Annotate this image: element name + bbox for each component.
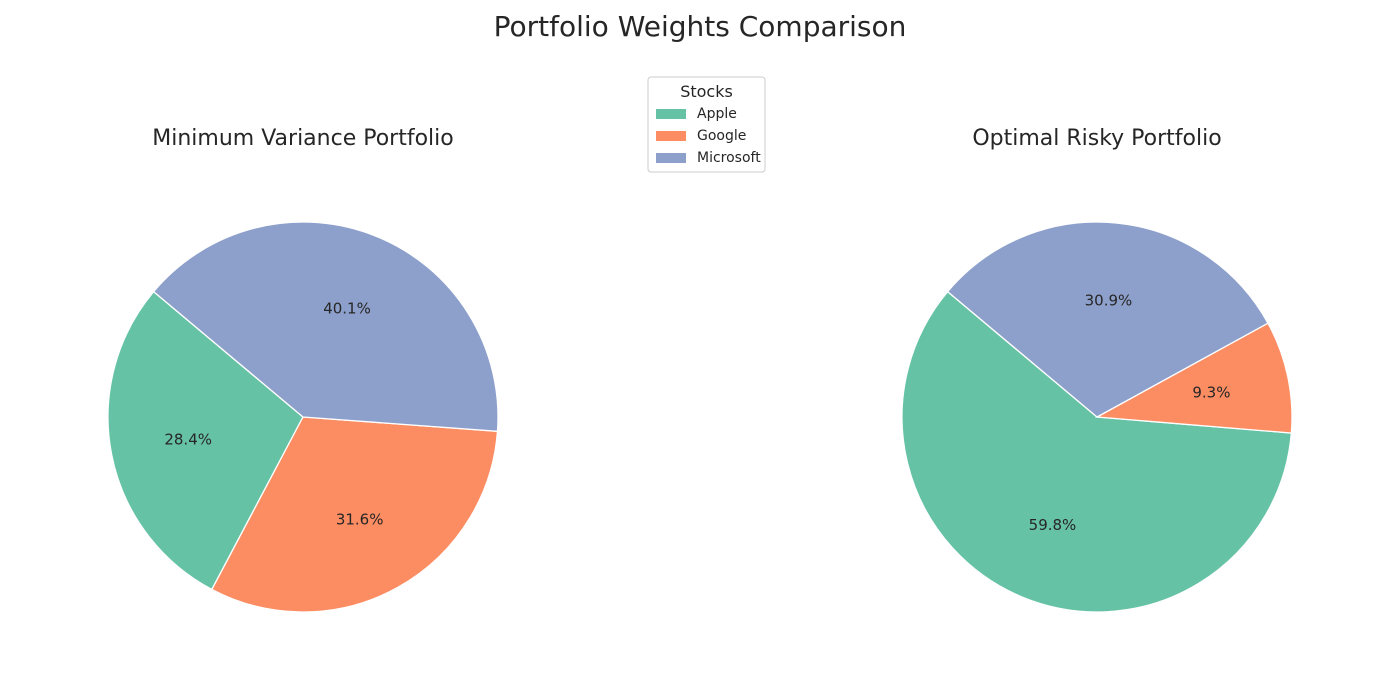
optimal-risky-portfolio-slice-apple bbox=[901, 290, 1293, 613]
minimum-variance-portfolio-slice-apple bbox=[107, 290, 304, 591]
optimal-risky-title: Optimal Risky Portfolio bbox=[972, 126, 1221, 151]
legend-items: Apple Google Microsoft bbox=[656, 106, 761, 166]
optimal-risky-portfolio-label-google: 9.3% bbox=[1192, 384, 1230, 402]
minimum-variance-portfolio-label-microsoft: 40.1% bbox=[323, 300, 371, 318]
legend-label-microsoft: Microsoft bbox=[697, 150, 761, 166]
minimum-variance-portfolio-label-apple: 28.4% bbox=[164, 430, 212, 448]
legend-frame bbox=[647, 76, 766, 173]
optimal-risky-portfolio-label-microsoft: 30.9% bbox=[1085, 292, 1133, 310]
min-variance-pie: 28.4% 31.6% 40.1% bbox=[107, 221, 499, 613]
optimal-risky-portfolio-slice-google bbox=[1094, 322, 1293, 434]
legend-title: Stocks bbox=[680, 82, 733, 101]
stocks-legend: Stocks Apple Google Microsoft bbox=[647, 76, 766, 173]
legend-swatch-google bbox=[656, 131, 686, 141]
optimal-risky-portfolio-slice-microsoft bbox=[946, 221, 1269, 418]
legend-label-apple: Apple bbox=[697, 106, 737, 122]
figure-title: Portfolio Weights Comparison bbox=[494, 10, 907, 43]
legend-swatch-microsoft bbox=[656, 153, 686, 163]
minimum-variance-portfolio-slice-microsoft bbox=[152, 221, 499, 433]
legend-label-google: Google bbox=[697, 128, 746, 144]
minimum-variance-portfolio-slice-google bbox=[210, 416, 499, 613]
optimal-risky-portfolio-label-apple: 59.8% bbox=[1029, 516, 1077, 534]
min-variance-title: Minimum Variance Portfolio bbox=[152, 126, 453, 151]
optimal-risky-pie: 59.8% 9.3% 30.9% bbox=[901, 221, 1293, 613]
legend-swatch-apple bbox=[656, 109, 686, 119]
minimum-variance-portfolio-label-google: 31.6% bbox=[336, 510, 384, 528]
